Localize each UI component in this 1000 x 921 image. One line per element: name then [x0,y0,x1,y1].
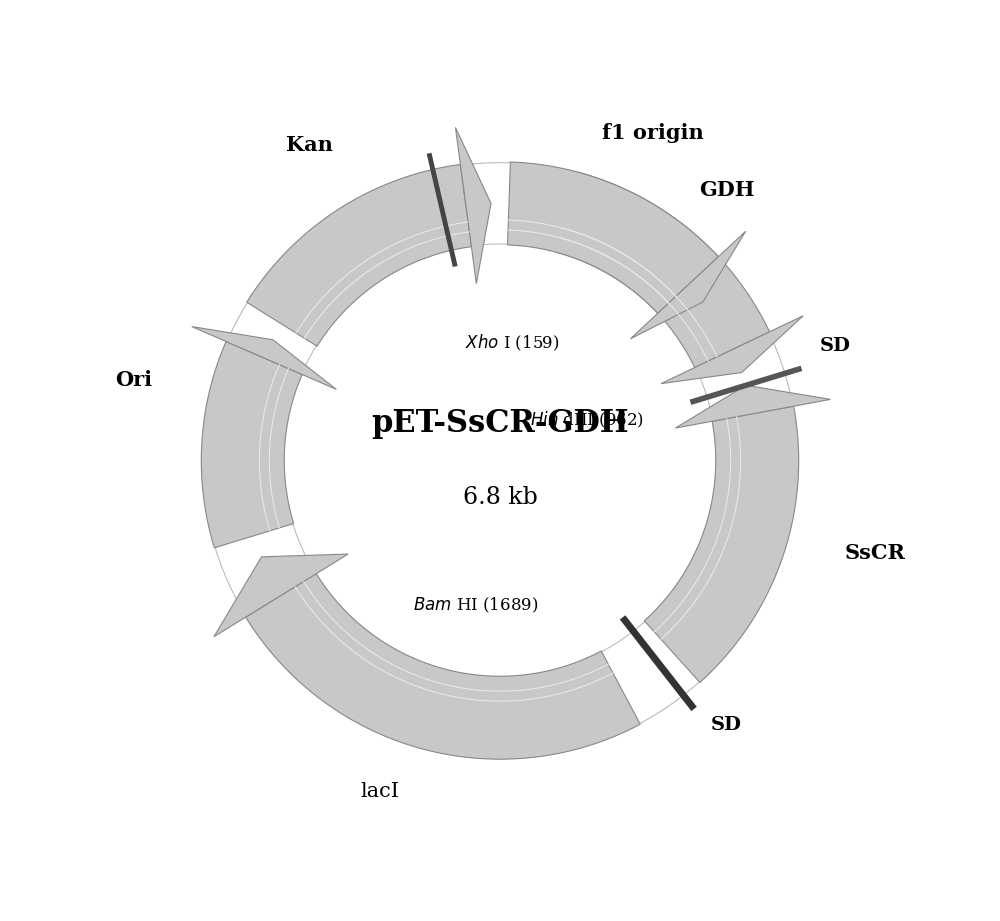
Polygon shape [455,127,491,284]
Polygon shape [246,574,640,759]
Text: f1 origin: f1 origin [602,123,703,144]
Text: Kan: Kan [286,135,333,156]
Text: $\mathit{Xho}$ I (159): $\mathit{Xho}$ I (159) [465,332,560,353]
Polygon shape [644,406,799,682]
Text: SD: SD [820,336,851,355]
Text: Ori: Ori [115,370,152,391]
Polygon shape [661,316,803,384]
Text: $\mathit{Hin}$ dIII (962): $\mathit{Hin}$ dIII (962) [530,410,644,430]
Text: $\mathit{Bam}$ HI (1689): $\mathit{Bam}$ HI (1689) [413,596,538,615]
Text: lacI: lacI [360,782,399,801]
Polygon shape [556,172,770,367]
Polygon shape [247,165,471,346]
Polygon shape [630,231,746,339]
Polygon shape [214,554,348,636]
Polygon shape [508,162,718,313]
Text: SsCR: SsCR [845,542,905,563]
Text: pET-SsCR-GDH: pET-SsCR-GDH [371,408,629,438]
Polygon shape [675,385,830,428]
Text: GDH: GDH [699,181,754,201]
Polygon shape [192,327,336,390]
Polygon shape [201,342,302,548]
Text: 6.8 kb: 6.8 kb [463,486,537,509]
Text: SD: SD [711,717,742,734]
